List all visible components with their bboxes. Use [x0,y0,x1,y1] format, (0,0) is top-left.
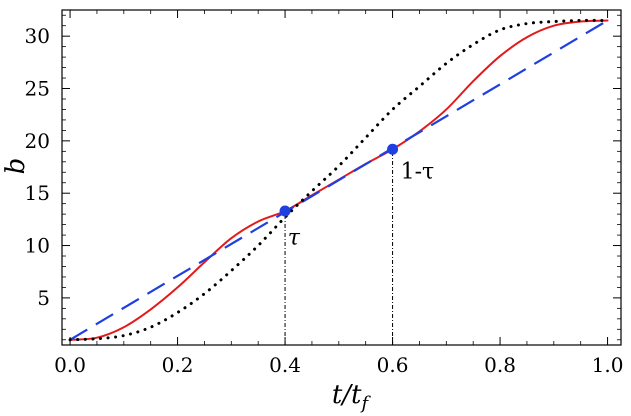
plot-frame [61,9,622,346]
annotation-label: τ [288,226,301,251]
y-tick-label: 20 [25,129,50,153]
axis-layer: 0.0 0.2 0.4 0.6 0.8 1.0 5 10 15 20 25 30 [25,10,624,377]
guide-layer [284,149,394,345]
series-layer [68,18,610,342]
x-axis-title: t/tf [332,380,372,414]
x-tick-label: 1.0 [592,353,624,377]
x-tick-label: 0.2 [162,353,194,377]
marker-point [279,205,291,217]
x-axis-title-main: t/t [332,380,362,410]
x-tick-label: 0.4 [269,353,301,377]
marker-point [387,143,399,155]
y-tick-label: 10 [25,234,50,258]
dotted-curve [68,18,610,342]
y-tick-label: 30 [25,24,50,48]
x-tick-label: 0.6 [377,353,409,377]
y-tick-label: 25 [25,77,50,101]
x-tick-label: 0.0 [54,353,86,377]
x-tick-label: 0.8 [484,353,516,377]
marker-layer [279,143,399,217]
plot-area [61,9,622,346]
y-tick-label: 5 [37,286,50,310]
y-tick-label: 15 [25,181,50,205]
annotation-label: 1-τ [401,160,435,185]
dashed-line [69,19,609,341]
y-axis-title: b [1,158,31,175]
annotation-layer: τ 1-τ [288,160,434,251]
